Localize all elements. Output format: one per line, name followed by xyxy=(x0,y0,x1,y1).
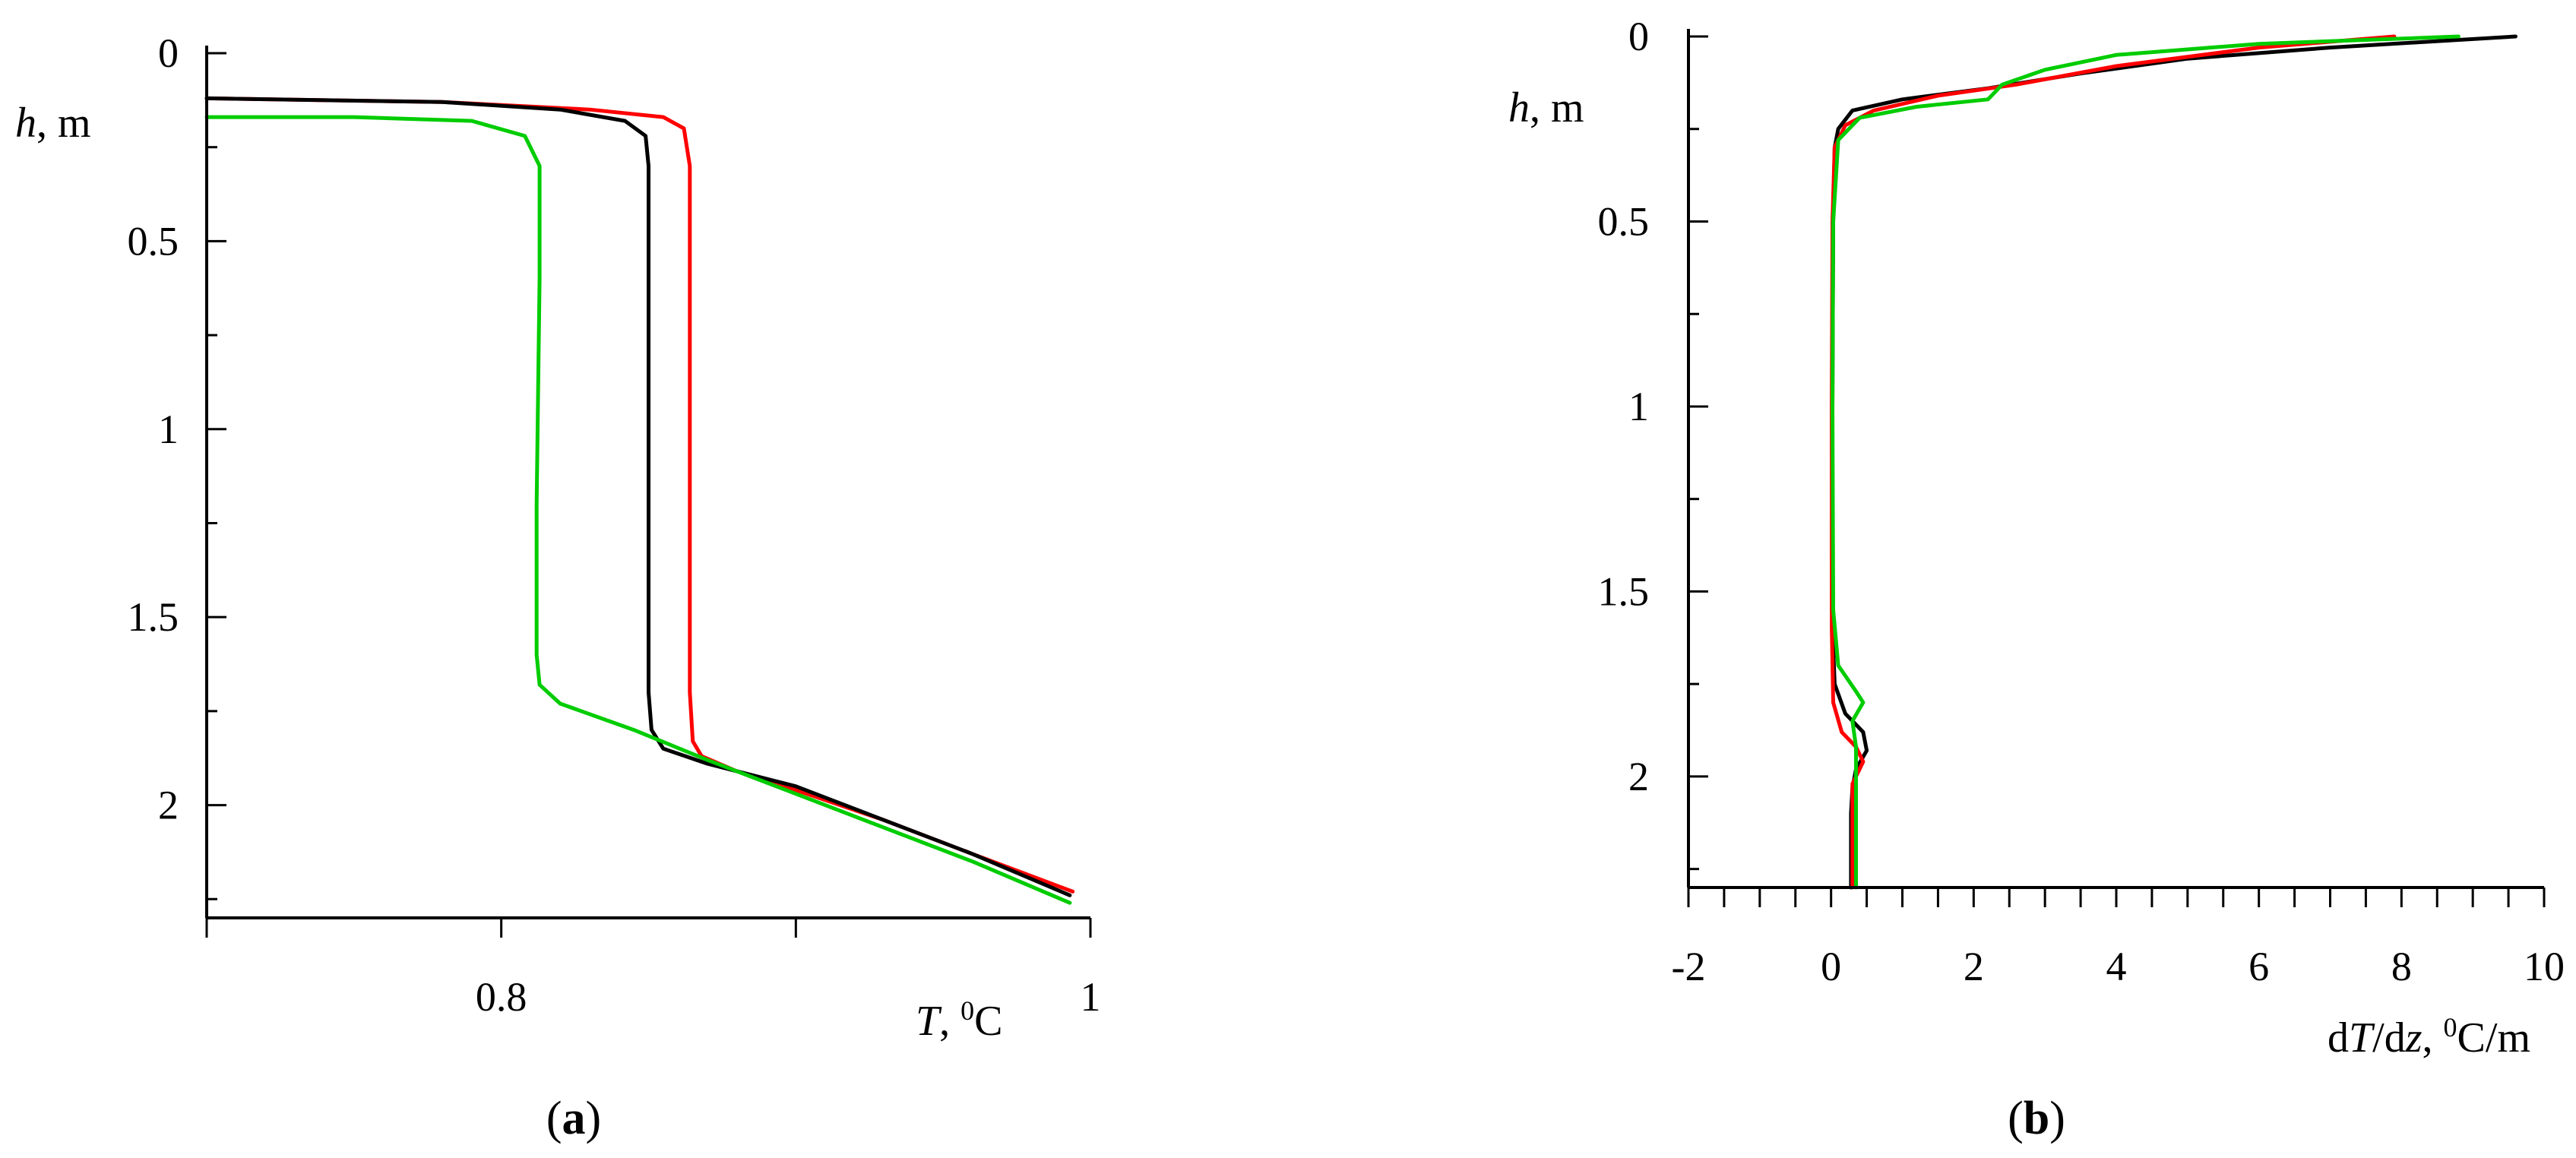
series-line-1 xyxy=(1831,34,2517,890)
x-tick-label: 8 xyxy=(2391,944,2412,989)
y-tick-label: 1 xyxy=(1628,384,1649,429)
x-tick-label: 1 xyxy=(1081,974,1101,1020)
panel-a-x-axis-label: T, 0C xyxy=(916,995,1003,1045)
y-tick-label: 2 xyxy=(1628,754,1649,799)
panel-b: 0 0.5 1 1.5 2 -2 0 2 4 6 8 10 h, m dT/dz, 0C/m (b) xyxy=(1508,14,2565,1144)
y-tick-label: 0.5 xyxy=(128,218,179,264)
y-tick-label: 0.5 xyxy=(1598,198,1650,244)
y-tick-label: 1.5 xyxy=(1598,568,1650,614)
panel-b-y-axis-label: h, m xyxy=(1508,84,1584,131)
series-line-2 xyxy=(1830,34,2397,890)
panel-a: 00.511.52 0.8 1 h, m T, 0C (a) xyxy=(15,30,1101,1144)
panel-b-label: (b) xyxy=(2008,1093,2065,1144)
series-line-3 xyxy=(1831,34,2460,890)
x-tick-label: -2 xyxy=(1672,944,1706,989)
y-tick-label: 0 xyxy=(1628,14,1649,59)
x-tick-label: 2 xyxy=(1964,944,1984,989)
y-tick-label: 1 xyxy=(158,407,179,452)
panel-a-curves xyxy=(204,96,1075,905)
series-line-2 xyxy=(204,96,1072,897)
x-tick-label: 0.8 xyxy=(476,974,527,1020)
panel-a-label: (a) xyxy=(546,1093,601,1144)
x-tick-label: 4 xyxy=(2106,944,2127,989)
panel-a-y-ticks: 0 0.5 1 1.5 2 xyxy=(128,30,226,900)
series-line-1 xyxy=(204,96,1075,894)
panel-b-curves xyxy=(1830,34,2517,890)
x-tick-label: 6 xyxy=(2248,944,2269,989)
panel-b-x-ticks: -2 0 2 4 6 8 10 xyxy=(1672,887,2565,989)
y-tick-label: 2 xyxy=(158,783,179,828)
series-line-3 xyxy=(204,115,1072,905)
x-tick-label: 10 xyxy=(2524,944,2565,989)
panel-a-y-axis-label: h, m xyxy=(15,100,91,147)
y-tick-label: 0 xyxy=(158,30,179,76)
panel-a-x-ticks: 0.8 1 xyxy=(205,918,1101,1020)
y-tick-label: 1.5 xyxy=(128,594,179,640)
panel-b-x-axis-label: dT/dz, 0C/m xyxy=(2328,1012,2530,1062)
x-tick-label: 0 xyxy=(1821,944,1841,989)
panel-b-y-ticks: 0 0.5 1 1.5 2 xyxy=(1598,14,1708,871)
